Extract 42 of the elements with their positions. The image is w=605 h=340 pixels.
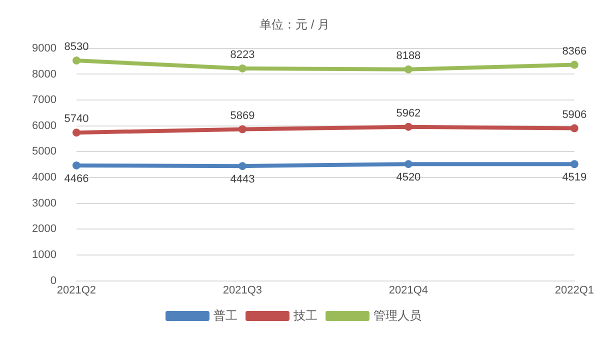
data-label: 5869 xyxy=(230,110,255,122)
data-label: 8223 xyxy=(230,48,255,61)
data-label: 5740 xyxy=(64,113,89,126)
data-label: 8530 xyxy=(64,41,89,54)
point xyxy=(238,162,246,170)
y-tick-label: 2000 xyxy=(32,223,56,236)
legend-label: 普工 xyxy=(214,308,238,322)
point xyxy=(570,124,578,132)
y-tick-label: 7000 xyxy=(32,94,56,106)
point xyxy=(72,128,80,137)
point xyxy=(404,122,412,131)
data-label: 5906 xyxy=(562,108,587,121)
point xyxy=(72,161,80,170)
y-tick-label: 8000 xyxy=(32,68,56,80)
data-label: 5962 xyxy=(396,107,421,120)
data-label: 4466 xyxy=(64,173,89,186)
y-tick-label: 5000 xyxy=(32,146,56,158)
y-tick-label: 9000 xyxy=(32,42,56,54)
data-label: 4519 xyxy=(562,172,587,184)
point xyxy=(404,160,412,168)
data-label: 8188 xyxy=(396,50,421,62)
chart-title: 单位：元 / 月 xyxy=(259,18,330,32)
point xyxy=(72,56,80,65)
y-tick-label: 6000 xyxy=(32,120,56,132)
point xyxy=(404,65,412,74)
legend-label: 技工 xyxy=(292,308,318,322)
y-tick-label: 4000 xyxy=(32,172,56,184)
point xyxy=(570,160,578,168)
x-tick-label: 2021Q2 xyxy=(56,284,96,296)
x-tick-label: 2021Q3 xyxy=(222,284,262,296)
y-tick-label: 0 xyxy=(50,274,56,287)
data-label: 4520 xyxy=(396,172,421,184)
data-label: 4443 xyxy=(230,174,255,186)
legend-label: 管理人员 xyxy=(374,308,422,322)
x-tick-label: 2022Q1 xyxy=(554,284,594,296)
point xyxy=(570,60,578,69)
y-tick-label: 3000 xyxy=(32,197,56,210)
data-label: 8366 xyxy=(562,45,587,58)
y-tick-label: 1000 xyxy=(32,249,56,262)
x-tick-label: 2021Q4 xyxy=(388,284,428,296)
point xyxy=(238,125,246,134)
point xyxy=(238,64,246,72)
